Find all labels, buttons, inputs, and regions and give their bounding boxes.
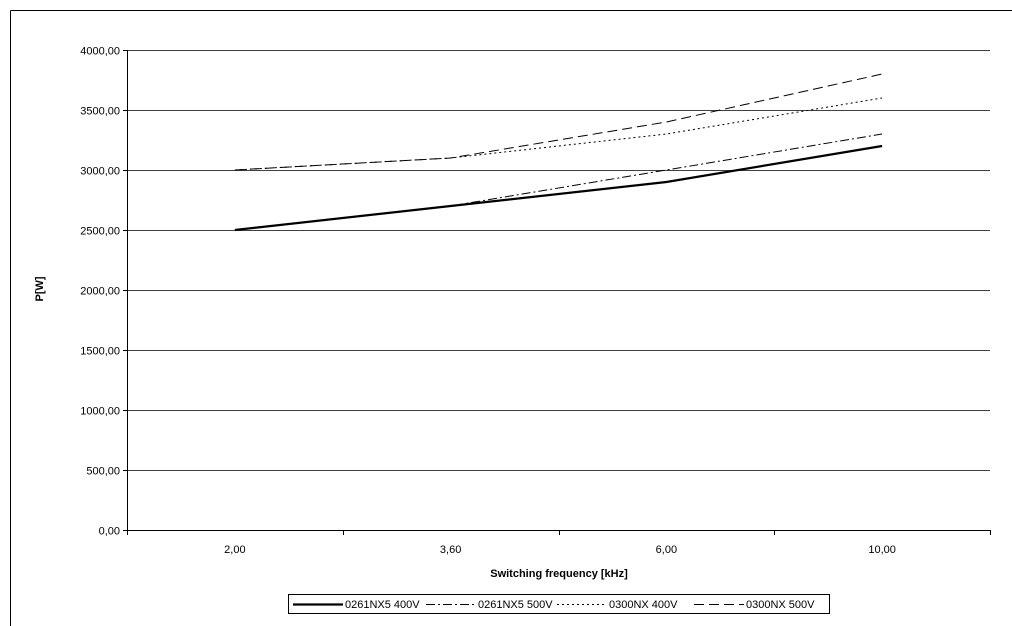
legend: 0261NX5 400V 0261NX5 500V 0300NX 400V 0300N… [288, 594, 830, 614]
x-tick-label: 2,00 [224, 544, 245, 556]
legend-label: 0261NX5 500V [478, 599, 553, 611]
x-tick-label: 6,00 [656, 544, 677, 556]
y-axis-label: P[W] [34, 276, 46, 301]
y-tick-label: 4000,00 [80, 46, 120, 58]
x-tick-label: 10,00 [868, 544, 896, 556]
x-tick-labels: 2,00 3,60 6,00 10,00 [224, 544, 896, 556]
gridlines [127, 50, 990, 471]
x-axis-label: Switching frequency [kHz] [490, 568, 628, 580]
y-tick-label: 500,00 [86, 466, 120, 478]
y-tick-label: 2500,00 [80, 226, 120, 238]
series-line [234, 73, 883, 171]
y-tick-label: 3000,00 [80, 166, 120, 178]
series-line [234, 133, 883, 231]
y-tick-label: 1500,00 [80, 346, 120, 358]
x-tick-label: 3,60 [440, 544, 461, 556]
legend-label: 0300NX 500V [746, 599, 815, 611]
axes [123, 50, 991, 535]
y-tick-label: 1000,00 [80, 406, 120, 418]
series-lines [234, 73, 883, 232]
y-tick-labels: 0,00 500,00 1000,00 1500,00 2000,00 2500,00 30… [80, 46, 120, 538]
series-line [234, 97, 883, 171]
y-tick-label: 2000,00 [80, 286, 120, 298]
legend-label: 0261NX5 400V [345, 599, 420, 611]
series-line [234, 144, 883, 232]
y-tick-label: 0,00 [99, 526, 120, 538]
y-tick-label: 3500,00 [80, 106, 120, 118]
legend-label: 0300NX 400V [609, 599, 678, 611]
